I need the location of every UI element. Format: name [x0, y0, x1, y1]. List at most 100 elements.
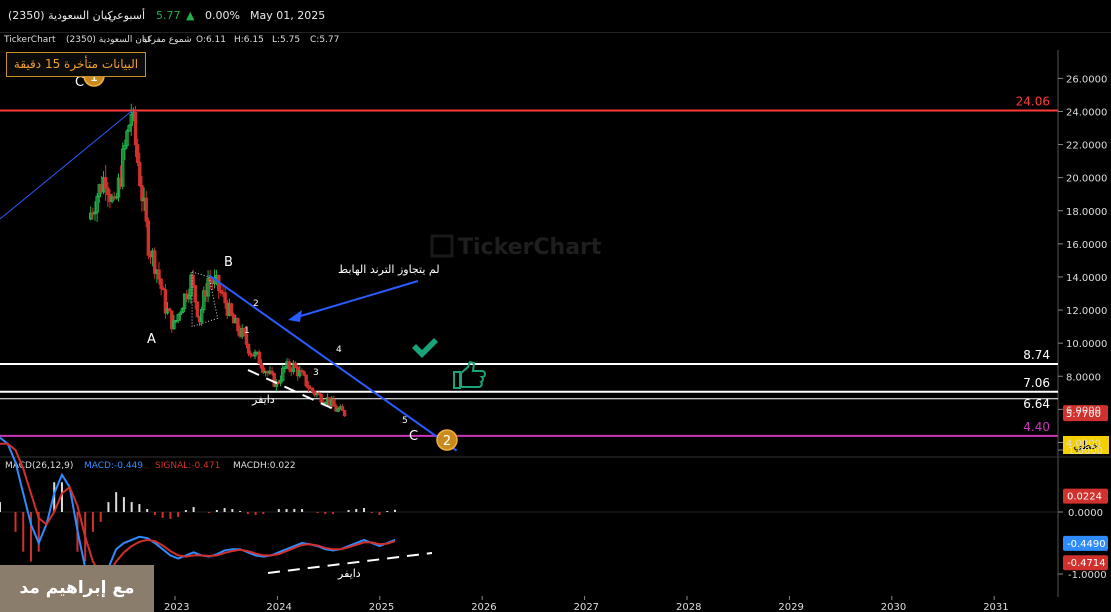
rising-trendline [0, 110, 133, 220]
candle-body [206, 278, 210, 297]
candle-body [193, 285, 197, 303]
candle-body [242, 327, 247, 335]
brand-watermark: TickerChart [458, 235, 602, 260]
candle-body [323, 402, 328, 405]
wave-label-b: B [224, 255, 233, 270]
tickerchart-logo: TickerChart [430, 234, 602, 260]
candle-body [293, 362, 298, 368]
author-watermark: مع إبراهيم مد [0, 565, 154, 612]
macd-value-tag [1063, 555, 1108, 571]
y-tick-label: 16.0000 [1066, 240, 1107, 251]
annotation-arrow [293, 280, 419, 319]
last-price-label: 5.7700 [1066, 409, 1101, 420]
x-tick-label: 2031 [983, 602, 1008, 612]
thumbs-up-icon [453, 360, 486, 389]
level-label: 8.74 [1023, 348, 1050, 362]
candle-body [182, 293, 187, 310]
y-tick-label: 18.0000 [1066, 207, 1107, 218]
candle-body [127, 125, 131, 132]
candle-body [287, 361, 291, 370]
candle-body [300, 370, 304, 373]
candle-body [106, 187, 110, 196]
ohlc-bar: TickerChart (2350) كيان السعودية شموع مف… [0, 33, 1111, 49]
candle-body [135, 144, 140, 164]
x-tick-label: 2027 [574, 602, 599, 612]
candle-body [176, 313, 180, 321]
header-change: 0.00% [205, 9, 240, 22]
macd-header-label: MACDH:0.022 [233, 461, 296, 471]
candle-body [144, 197, 148, 222]
wave-label-2: 2 [253, 299, 259, 309]
header-date: May 01, 2025 [250, 9, 326, 22]
candle-body [278, 379, 283, 384]
candle-body [180, 308, 185, 314]
candle-body [129, 114, 133, 127]
low-value: L:5.75 [272, 35, 301, 45]
last-price-tag [1063, 405, 1108, 422]
x-tick-label: 2024 [266, 602, 291, 612]
x-tick-label: 2028 [676, 602, 701, 612]
sub-symbol: (2350) كيان السعودية [66, 35, 152, 45]
wave-label-c-top: C [75, 75, 84, 90]
candle-body [159, 278, 163, 289]
macd-header-label: MACD(26,12,9) [5, 461, 73, 471]
candle-body [167, 308, 172, 312]
candle-body [261, 367, 266, 373]
y-tick-label: 4.0000 [1066, 438, 1101, 449]
open-value: O:6.11 [196, 35, 226, 45]
candle-body [202, 290, 206, 310]
candle-body [281, 368, 285, 381]
candle-body [257, 351, 261, 364]
candle-body [157, 269, 161, 280]
wave-label-3: 3 [313, 368, 319, 378]
top-bar: May 01, 2025 0.00% ▲ 5.77 أسبوعي (2350) … [0, 0, 1111, 33]
symbol-name[interactable]: (2350) كيان السعودية [8, 9, 113, 22]
wave-label-5: 5 [402, 416, 408, 426]
candle-body [103, 177, 108, 189]
x-tick-label: 2025 [369, 602, 394, 612]
linear-scale-button [1063, 436, 1109, 454]
candle-body [219, 290, 223, 293]
y-tick-label: 26.0000 [1066, 74, 1107, 85]
candle-body [223, 292, 227, 304]
marker-1: 1 [90, 70, 98, 85]
x-tick-label: 2030 [881, 602, 906, 612]
candle-body [121, 148, 125, 187]
level-label: 24.06 [1016, 94, 1050, 108]
check-icon [412, 338, 438, 358]
wave-label-a: A [147, 332, 156, 347]
candle-body [208, 278, 212, 282]
candle-body [332, 398, 336, 407]
macd-y-tick-label: 0.0000 [1068, 508, 1103, 519]
period-selector[interactable]: أسبوعي [108, 9, 146, 22]
wave-label-4: 4 [336, 345, 342, 355]
y-tick-label: 14.0000 [1066, 273, 1107, 284]
source-label: TickerChart [4, 35, 56, 45]
candle-body [125, 130, 129, 146]
candle-body [116, 177, 121, 198]
macd-line [0, 436, 396, 582]
candle-body [304, 374, 308, 387]
marker-2-circle [436, 429, 458, 451]
candle-body [140, 184, 144, 202]
trend-annotation: لم يتجاوز الترند الهابط [338, 263, 440, 276]
candle-body [95, 196, 99, 213]
candle-body [93, 211, 97, 215]
candle-body [229, 303, 234, 316]
header-price: 5.77 [156, 9, 181, 22]
candle-body [178, 312, 183, 315]
candle-type: شموع مفرغة [142, 35, 192, 45]
macd-value-label: -0.4490 [1067, 539, 1106, 550]
candle-body [146, 220, 151, 256]
high-value: H:6.15 [234, 35, 264, 45]
candle-body [336, 408, 340, 412]
falling-trendline [208, 274, 458, 452]
close-value: C:5.77 [310, 35, 340, 45]
signal-line [0, 442, 396, 575]
delay-notice: البيانات متأخرة 15 دقيقة [6, 52, 146, 77]
candle-body [153, 250, 157, 274]
candle-body [123, 144, 127, 150]
candle-body [236, 318, 240, 332]
thumbs-up-path [453, 360, 486, 389]
